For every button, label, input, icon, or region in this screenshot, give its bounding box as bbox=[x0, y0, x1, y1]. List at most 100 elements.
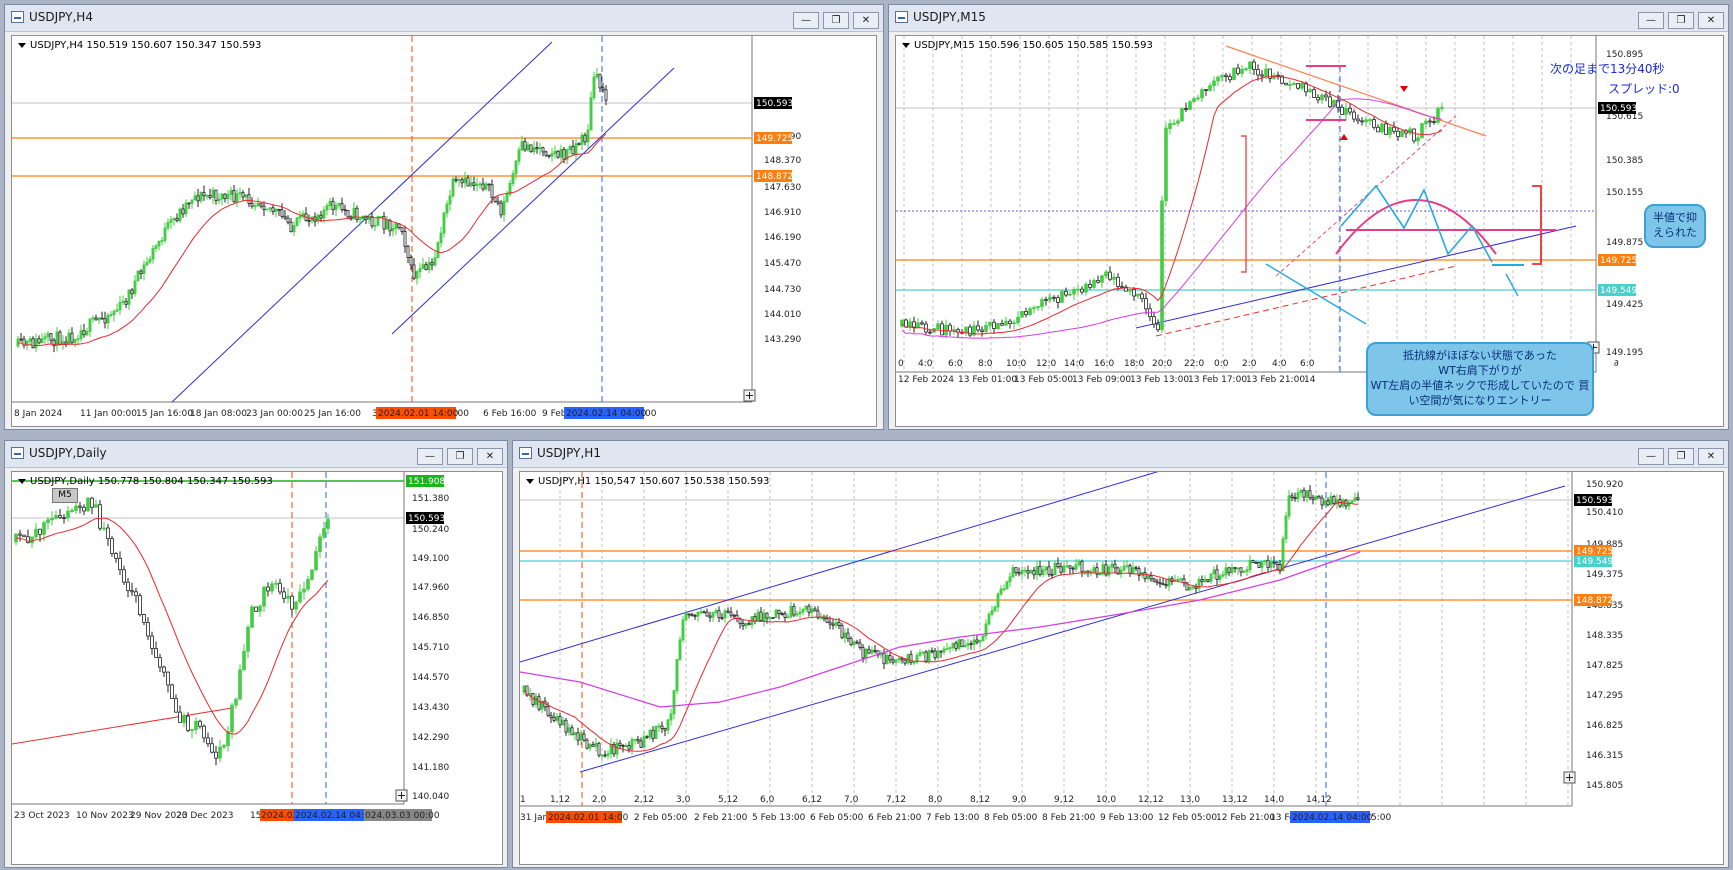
candle bbox=[774, 609, 778, 619]
candle bbox=[1344, 107, 1348, 115]
titlebar[interactable]: USDJPY,H1 — ❐ ✕ bbox=[513, 441, 1728, 468]
candle bbox=[1293, 497, 1297, 500]
window-usdjpy-daily[interactable]: USDJPY,Daily — ❐ ✕ 151.380 150.240 149.100 14… bbox=[4, 440, 508, 868]
candle bbox=[894, 659, 898, 663]
restore-button[interactable]: ❐ bbox=[1668, 12, 1694, 29]
candle bbox=[1092, 279, 1096, 288]
candle bbox=[322, 209, 326, 219]
timeframe-badge[interactable]: M5 bbox=[52, 488, 78, 503]
candle bbox=[1164, 128, 1168, 202]
candle bbox=[915, 654, 919, 663]
titlebar[interactable]: USDJPY,H4 — ❐ ✕ bbox=[5, 5, 883, 32]
candle bbox=[442, 212, 446, 234]
candle bbox=[103, 318, 107, 324]
close-button[interactable]: ✕ bbox=[477, 448, 503, 465]
candle bbox=[1275, 561, 1279, 565]
time-label: 11 Jan 00:00 bbox=[80, 409, 137, 419]
candle bbox=[142, 614, 146, 623]
candle bbox=[134, 591, 138, 597]
candle bbox=[1203, 579, 1207, 582]
candle bbox=[1440, 107, 1444, 109]
candle bbox=[418, 268, 422, 273]
time-label: 23 Jan 00:00 bbox=[246, 409, 303, 419]
candle bbox=[783, 613, 787, 618]
chart-area[interactable]: 150.920150.410149.885149.375148.835148.3… bbox=[519, 471, 1724, 865]
price-chart[interactable]: 150.895 150.615 150.385 150.155 149.875 149.4… bbox=[896, 36, 1724, 427]
restore-button[interactable]: ❐ bbox=[447, 448, 473, 465]
close-button[interactable]: ✕ bbox=[1698, 12, 1724, 29]
candle bbox=[1324, 94, 1328, 98]
candle bbox=[295, 217, 299, 227]
price-chart[interactable]: 149.090148.370147.630146.910146.190145.4… bbox=[12, 36, 877, 427]
candle bbox=[337, 202, 341, 206]
time-label: 13,0 bbox=[1180, 795, 1200, 805]
candle bbox=[58, 331, 62, 345]
price-label: 146.825 bbox=[1586, 721, 1623, 731]
candle bbox=[786, 616, 790, 619]
price-chart[interactable]: 150.920150.410149.885149.375148.835148.3… bbox=[520, 472, 1724, 865]
candle bbox=[514, 160, 518, 175]
candle bbox=[394, 223, 398, 229]
close-button[interactable]: ✕ bbox=[1698, 448, 1724, 465]
candle bbox=[385, 220, 389, 230]
candle bbox=[951, 642, 955, 648]
candle bbox=[615, 742, 619, 755]
candle bbox=[154, 245, 158, 249]
time-label: 18 Jan 08:00 bbox=[190, 409, 247, 419]
restore-button[interactable]: ❐ bbox=[1668, 448, 1694, 465]
dropdown-icon[interactable] bbox=[18, 42, 26, 48]
candle bbox=[636, 738, 640, 742]
candle bbox=[1084, 283, 1088, 293]
dropdown-icon[interactable] bbox=[902, 42, 910, 48]
candle bbox=[1228, 76, 1232, 81]
chart-area[interactable]: 150.895 150.615 150.385 150.155 149.875 149.4… bbox=[895, 35, 1724, 427]
candle bbox=[262, 586, 266, 607]
candle bbox=[186, 715, 190, 731]
candle bbox=[1287, 495, 1291, 517]
candle bbox=[570, 727, 574, 736]
price-label: 147.630 bbox=[764, 183, 801, 193]
minimize-button[interactable]: — bbox=[793, 12, 819, 29]
candle bbox=[1328, 96, 1332, 108]
window-usdjpy-h1[interactable]: USDJPY,H1 —❐✕ 150.920150.410149.885149.3… bbox=[512, 440, 1729, 868]
price-tag-current: 150.593 bbox=[756, 99, 793, 109]
dropdown-icon[interactable] bbox=[18, 478, 26, 484]
time-label: 12,12 bbox=[1138, 795, 1164, 805]
candle bbox=[436, 242, 440, 259]
titlebar[interactable]: USDJPY,Daily — ❐ ✕ bbox=[5, 441, 507, 468]
titlebar[interactable]: USDJPY,M15 — ❐ ✕ bbox=[889, 5, 1728, 32]
minimize-button[interactable]: — bbox=[417, 448, 443, 465]
candle bbox=[867, 648, 871, 654]
candle bbox=[586, 129, 590, 143]
candle bbox=[184, 202, 188, 215]
close-button[interactable]: ✕ bbox=[853, 12, 879, 29]
price-label: 141.180 bbox=[412, 763, 449, 773]
restore-button[interactable]: ❐ bbox=[823, 12, 849, 29]
time-label: 7,0 bbox=[844, 795, 859, 805]
time-label: 8 Jan 2024 bbox=[14, 409, 62, 419]
candle bbox=[574, 143, 578, 155]
candle bbox=[1236, 67, 1240, 74]
date-label: 2 Feb 21:00 bbox=[694, 813, 748, 823]
candle bbox=[980, 329, 984, 332]
candle bbox=[678, 639, 682, 660]
candle bbox=[218, 746, 222, 759]
minimize-button[interactable]: — bbox=[1638, 12, 1664, 29]
minimize-button[interactable]: — bbox=[1638, 448, 1664, 465]
candle bbox=[1128, 289, 1132, 292]
date-label: 6 Feb 05:00 bbox=[810, 813, 864, 823]
window-usdjpy-m15[interactable]: USDJPY,M15 — ❐ ✕ 150.895 150.615 150.385 150.… bbox=[888, 4, 1729, 430]
candle bbox=[469, 182, 473, 187]
candle bbox=[969, 643, 973, 645]
candle bbox=[765, 612, 769, 619]
candle bbox=[547, 154, 551, 157]
dropdown-icon[interactable] bbox=[526, 478, 534, 484]
price-chart[interactable]: 151.380 150.240 149.100 147.960 146.850 145.7… bbox=[12, 472, 503, 865]
chart-area[interactable]: 151.380 150.240 149.100 147.960 146.850 145.7… bbox=[11, 471, 503, 865]
candle bbox=[918, 652, 922, 656]
candle bbox=[1136, 293, 1140, 297]
price-label: 150.385 bbox=[1606, 156, 1643, 166]
chart-area[interactable]: 149.090148.370147.630146.910146.190145.4… bbox=[11, 35, 877, 427]
candle bbox=[1152, 578, 1156, 582]
window-usdjpy-h4[interactable]: USDJPY,H4 —❐✕ 149.090148.370147.630146.9… bbox=[4, 4, 884, 430]
